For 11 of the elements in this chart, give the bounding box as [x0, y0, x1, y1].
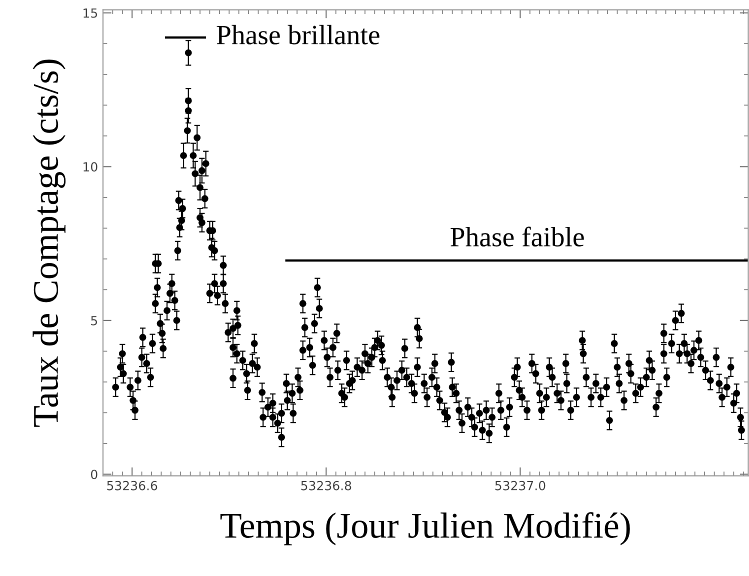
- x-axis-title: Temps (Jour Julien Modifié): [220, 512, 630, 546]
- annotation: Phase faible: [450, 226, 584, 246]
- x-tick-label: 53236.6: [107, 480, 158, 490]
- y-axis-title: Taux de Comptage (cts/s): [32, 60, 66, 427]
- y-tick-label: 0: [90, 470, 98, 480]
- y-tick-label: 5: [91, 316, 98, 326]
- annotation: Phase brillante: [216, 24, 380, 44]
- y-tick-label: 15: [84, 8, 98, 18]
- y-tick-label: 10: [84, 162, 98, 172]
- x-tick-label: 53236.8: [301, 480, 352, 490]
- x-tick-label: 53237.0: [495, 480, 546, 490]
